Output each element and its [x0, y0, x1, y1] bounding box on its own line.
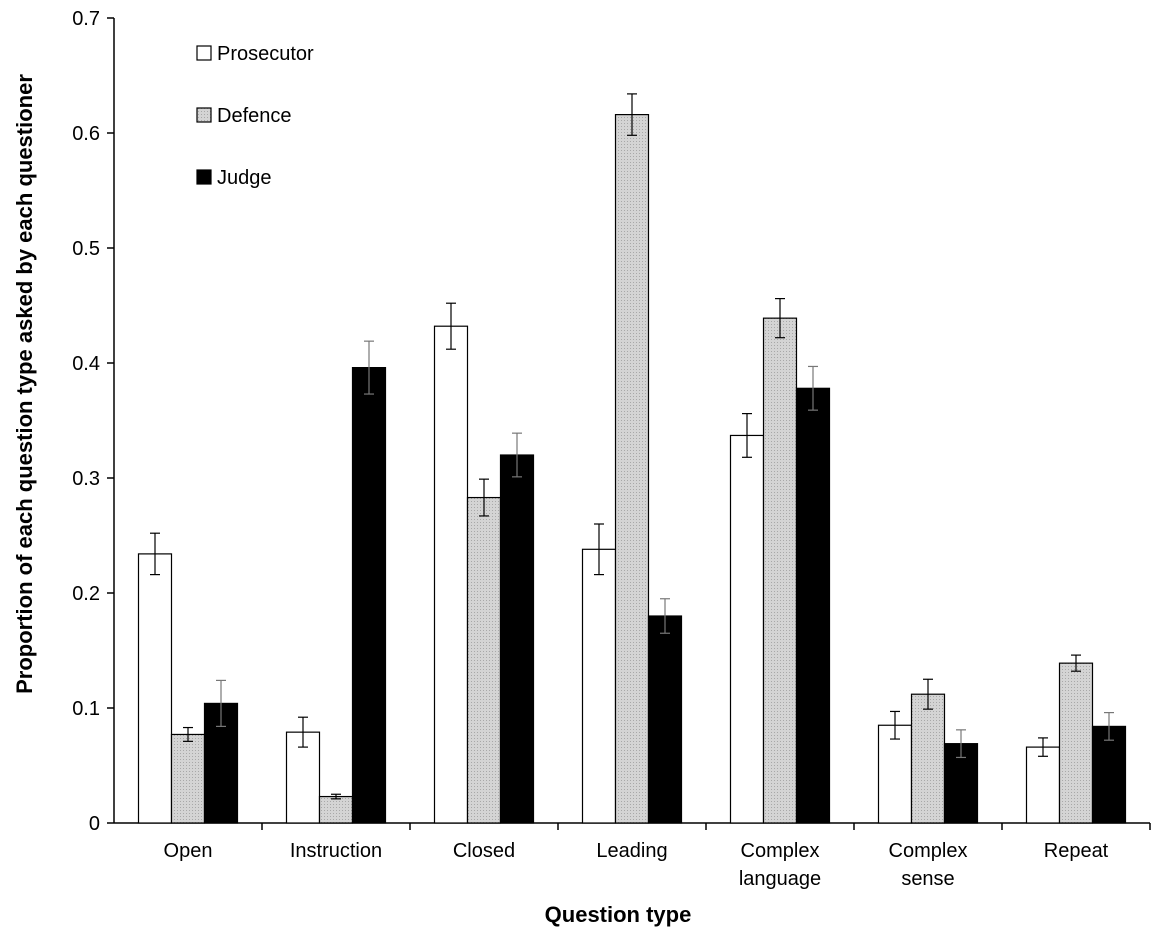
y-tick-label: 0.3 [72, 468, 100, 490]
x-axis-title: Question type [545, 902, 692, 927]
bar-judge [647, 615, 683, 824]
y-tick-label: 0 [89, 813, 100, 835]
bar-defence [170, 733, 206, 824]
x-category-label: Repeat [1044, 840, 1109, 862]
bars [137, 93, 1127, 824]
x-category-label: Closed [453, 840, 515, 862]
legend-label-prosecutor: Prosecutor [217, 43, 314, 65]
legend-label-judge: Judge [217, 167, 272, 189]
bar-defence [318, 795, 354, 824]
bar-prosecutor [581, 548, 617, 824]
x-category-label: Open [164, 840, 213, 862]
y-tick-label: 0.7 [72, 8, 100, 30]
bar-prosecutor [137, 553, 173, 824]
y-axis-title: Proportion of each question type asked b… [12, 74, 37, 694]
bar-defence [762, 317, 798, 824]
x-category-label: Leading [596, 840, 667, 862]
legend-label-defence: Defence [217, 105, 292, 127]
y-tick-label: 0.4 [72, 353, 100, 375]
y-tick-label: 0.5 [72, 238, 100, 260]
bar-prosecutor [729, 434, 765, 824]
y-tick-label: 0.6 [72, 123, 100, 145]
bar-defence [1058, 662, 1094, 824]
bar-defence [614, 113, 650, 824]
bar-judge [499, 454, 535, 824]
y-axis-ticks: 0 0.1 0.2 0.3 0.4 0.5 0.6 0.7 [72, 8, 114, 835]
x-category-label: Complex sense [889, 840, 968, 890]
bar-defence [466, 496, 502, 824]
bar-prosecutor [1025, 746, 1061, 824]
bar-judge [1091, 725, 1127, 824]
y-tick-label: 0.1 [72, 698, 100, 720]
y-tick-label: 0.2 [72, 583, 100, 605]
legend-swatch-prosecutor [196, 45, 212, 61]
bar-judge [351, 367, 387, 824]
bar-prosecutor [877, 724, 913, 824]
bar-prosecutor [433, 325, 469, 824]
legend-swatch-judge [196, 169, 212, 185]
bar-defence [910, 693, 946, 824]
legend: Prosecutor Defence Judge [196, 43, 314, 189]
x-category-label: Instruction [290, 840, 382, 862]
x-axis-category-labels: Open Instruction Closed Leading Complex langu… [164, 823, 1151, 890]
x-category-label: Complex language [739, 840, 821, 890]
legend-swatch-defence [196, 107, 212, 123]
bar-judge [795, 387, 831, 824]
